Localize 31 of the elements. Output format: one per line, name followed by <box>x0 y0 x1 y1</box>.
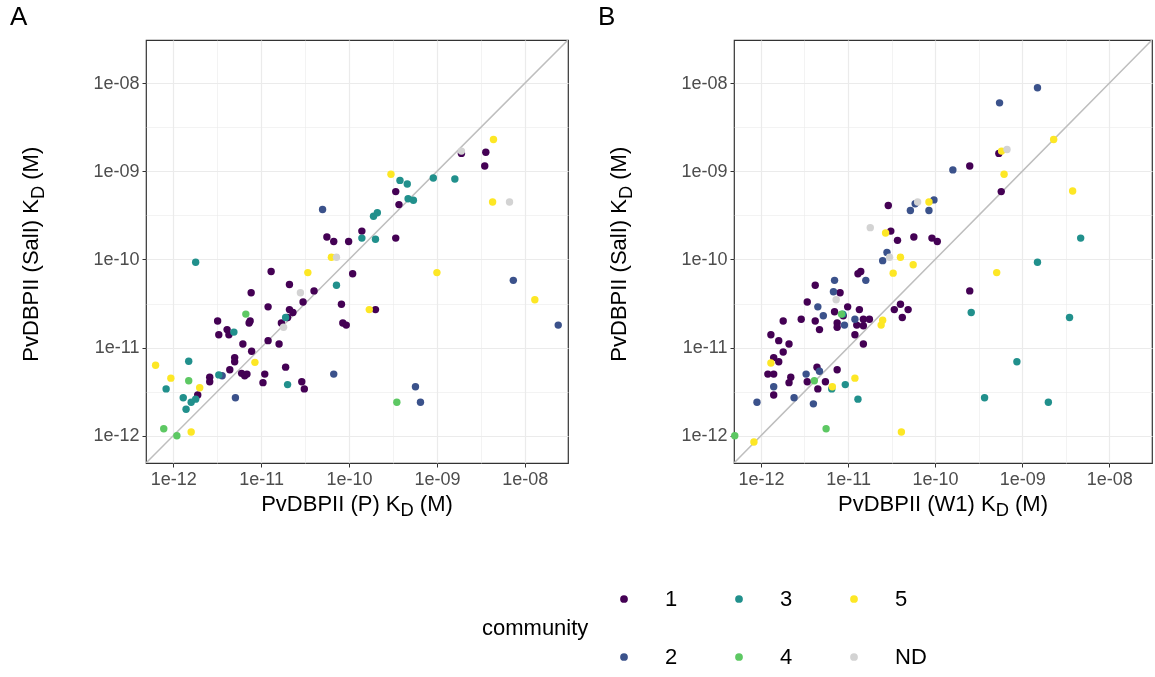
x-tick-label: 1e-09 <box>999 468 1046 489</box>
chart-title: A <box>10 1 28 31</box>
chart-title: B <box>598 1 616 31</box>
x-axis-title: PvDBPII (W1) K$_{D}$ (M) <box>837 491 1049 522</box>
x-tick-label: 1e-08 <box>502 468 549 489</box>
legend-label: 5 <box>895 586 908 611</box>
y-tick-label: 1e-11 <box>682 337 728 358</box>
x-tick-label: 1e-10 <box>326 468 373 489</box>
y-tick-label: 1e-11 <box>94 337 140 358</box>
y-tick-label: 1e-08 <box>93 72 140 93</box>
y-tick-label: 1e-09 <box>93 160 140 181</box>
x-tick-label: 1e-12 <box>738 468 785 489</box>
y-tick-label: 1e-08 <box>681 72 728 93</box>
legend-label: 2 <box>665 644 678 669</box>
x-tick-label: 1e-10 <box>912 468 959 489</box>
y-tick-label: 1e-10 <box>681 249 728 269</box>
y-tick-label: 1e-12 <box>681 425 728 446</box>
y-tick-label: 1e-12 <box>93 425 140 446</box>
y-tick-label: 1e-10 <box>93 249 140 269</box>
legend-label: 4 <box>780 644 793 669</box>
legend-label: 1 <box>665 586 678 611</box>
x-axis-title: PvDBPII (P) K$_{D}$ (M) <box>260 491 454 522</box>
x-tick-label: 1e-12 <box>150 468 197 489</box>
x-tick-label: 1e-11 <box>239 468 284 489</box>
legend-label: ND <box>895 644 927 669</box>
y-tick-label: 1e-09 <box>681 160 728 181</box>
x-tick-label: 1e-08 <box>1086 468 1133 489</box>
x-tick-label: 1e-09 <box>414 468 461 489</box>
x-tick-label: 1e-11 <box>826 468 871 489</box>
legend-label: 3 <box>780 586 793 611</box>
legend-title: community <box>482 615 589 640</box>
